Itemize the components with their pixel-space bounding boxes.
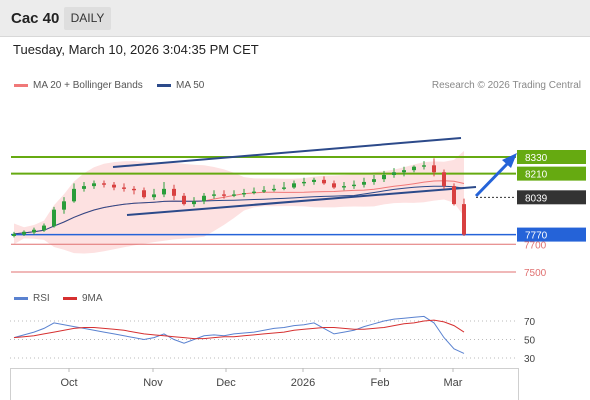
legend-ma50-label: MA 50 <box>176 80 205 91</box>
candle-body <box>242 193 246 195</box>
rsi-tick-70: 70 <box>524 317 536 328</box>
rsi-tick-50: 50 <box>524 336 536 347</box>
candle-body <box>22 231 26 235</box>
channel-upper-line <box>112 137 462 168</box>
candle-body <box>62 201 66 210</box>
level-tag-8330 <box>517 150 586 164</box>
level-label-7500: 7500 <box>524 268 547 279</box>
candle-body <box>352 184 356 187</box>
candle-body <box>232 194 236 196</box>
candle-body <box>292 183 296 188</box>
legend-ma20-label: MA 20 + Bollinger Bands <box>33 80 143 91</box>
instrument-title: Cac 40 <box>11 10 60 27</box>
candle-body <box>462 204 466 235</box>
forecast-arrow-head <box>502 153 517 168</box>
legend-ma9-label: 9MA <box>82 293 103 304</box>
level-tag-label-8330: 8330 <box>525 153 548 164</box>
candle-body <box>282 187 286 189</box>
ma9-swatch <box>63 297 77 300</box>
candle-body <box>72 188 76 202</box>
candle-body <box>212 194 216 196</box>
candle-body <box>332 183 336 188</box>
copyright-notice: Research © 2026 Trading Central <box>431 80 581 91</box>
candle-body <box>422 165 426 167</box>
rsi-ma9-line <box>13 319 465 340</box>
candle-body <box>382 175 386 180</box>
candle-body <box>202 195 206 202</box>
candle-body <box>32 229 36 233</box>
candle-body <box>442 172 446 187</box>
candle-body <box>112 184 116 188</box>
candle-body <box>132 188 136 191</box>
x-axis-label-2026: 2026 <box>291 377 315 389</box>
candle-body <box>272 188 276 191</box>
candle-body <box>222 194 226 196</box>
candle-body <box>152 194 156 198</box>
candle-body <box>122 187 126 189</box>
period-tab-daily[interactable]: DAILY <box>64 7 111 30</box>
candle-body <box>452 186 456 205</box>
legend-ma50: MA 50 <box>157 80 204 91</box>
channel-lower-line <box>126 186 477 216</box>
bollinger-band <box>14 150 464 254</box>
x-axis-frame <box>10 368 519 400</box>
candle-body <box>92 183 96 187</box>
candle-body <box>52 209 56 227</box>
candle-body <box>192 201 196 205</box>
candle-body <box>402 170 406 173</box>
ma50-line <box>13 185 465 235</box>
legend-ma9: 9MA <box>63 293 103 304</box>
candle-body <box>302 181 306 184</box>
x-axis-label-Mar: Mar <box>444 377 463 389</box>
x-axis-label-Feb: Feb <box>371 377 390 389</box>
legend-rsi: RSI <box>14 293 50 304</box>
candle-body <box>432 165 436 173</box>
candle-body <box>322 179 326 184</box>
level-tag-label-8039: 8039 <box>525 193 548 204</box>
x-axis-label-Oct: Oct <box>60 377 77 389</box>
ma50-swatch <box>157 84 171 87</box>
candle-body <box>162 188 166 195</box>
candle-body <box>252 191 256 194</box>
level-tag-8039 <box>517 190 586 205</box>
candle-body <box>372 179 376 182</box>
candle-body <box>102 183 106 185</box>
date-time-stamp: Tuesday, March 10, 2026 3:04:35 PM CET <box>13 42 259 57</box>
forecast-arrow-shaft <box>474 161 510 198</box>
level-tag-label-7770: 7770 <box>525 231 548 242</box>
candle-body <box>362 181 366 185</box>
level-label-7700: 7700 <box>524 240 547 251</box>
rsi-tick-30: 30 <box>524 354 536 365</box>
candle-body <box>182 195 186 205</box>
candle-body <box>42 225 46 231</box>
level-tag-label-8210: 8210 <box>525 170 548 181</box>
candle-body <box>312 179 316 182</box>
candle-body <box>12 233 16 236</box>
x-axis-label-Dec: Dec <box>216 377 236 389</box>
legend-ma20: MA 20 + Bollinger Bands <box>14 80 143 91</box>
candle-body <box>142 190 146 198</box>
level-tag-8210 <box>517 166 586 181</box>
ma20-swatch <box>14 84 28 87</box>
candle-body <box>342 186 346 188</box>
candle-body <box>172 188 176 196</box>
candle-body <box>262 190 266 192</box>
candle-body <box>412 166 416 171</box>
candle-body <box>392 172 396 176</box>
candle-body <box>82 186 86 189</box>
level-tag-7770 <box>517 227 586 242</box>
rsi-line <box>13 315 465 354</box>
rsi-swatch <box>14 297 28 300</box>
legend-rsi-label: RSI <box>33 293 50 304</box>
x-axis-label-Nov: Nov <box>143 377 163 389</box>
